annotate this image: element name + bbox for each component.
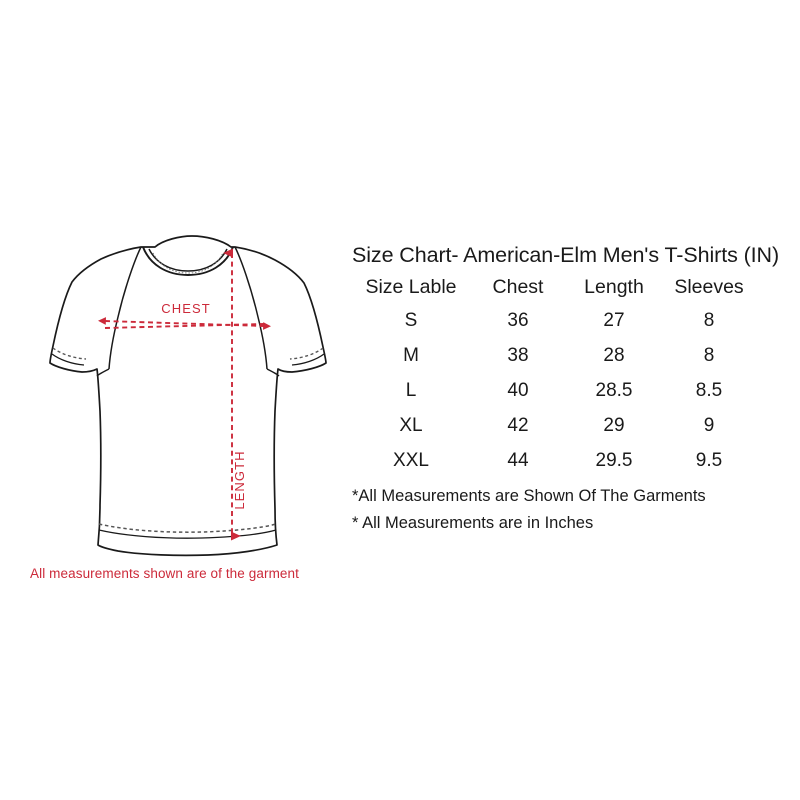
size-chart-table: Size Lable Chest Length Sleeves S 36 27 … <box>352 275 756 479</box>
cell-sleeves: 8 <box>703 310 715 332</box>
cell-length: 29 <box>603 415 625 437</box>
column-header-size-lable: Size Lable <box>365 275 457 298</box>
cell-size: XXL <box>393 450 429 472</box>
size-chart-notes: *All Measurements are Shown Of The Garme… <box>352 483 776 536</box>
left-sleeve-hem-stitch <box>52 347 87 360</box>
right-underarm-seam <box>266 368 280 377</box>
garment-measurement-caption: All measurements shown are of the garmen… <box>30 566 299 581</box>
cell-sleeves: 9 <box>703 415 715 437</box>
sleeve-hem-stitching <box>51 347 325 366</box>
cell-size: XL <box>399 415 423 437</box>
garment-body-path <box>49 235 327 557</box>
tshirt-diagram: CHEST LENGTH <box>30 225 350 575</box>
column-header-sleeves: Sleeves <box>674 275 744 298</box>
cell-chest: 44 <box>507 450 529 472</box>
tshirt-outline-svg: CHEST LENGTH <box>49 235 327 557</box>
length-measure-label: LENGTH <box>232 450 247 509</box>
cell-chest: 40 <box>507 380 529 402</box>
table-row: M 38 28 8 <box>352 339 756 374</box>
note-garments: *All Measurements are Shown Of The Garme… <box>352 486 706 505</box>
left-shoulder-seam <box>108 246 142 370</box>
cell-size: L <box>405 380 417 402</box>
cell-size: M <box>403 345 419 367</box>
size-chart-title: Size Chart- American-Elm Men's T-Shirts … <box>352 243 780 267</box>
size-chart-panel: Size Chart- American-Elm Men's T-Shirts … <box>352 243 780 536</box>
table-header-row: Size Lable Chest Length Sleeves <box>352 275 756 304</box>
cell-length: 29.5 <box>595 450 633 472</box>
bottom-hem-line <box>98 529 277 539</box>
cell-chest: 38 <box>507 345 529 367</box>
cell-sleeves: 8 <box>703 345 715 367</box>
cell-chest: 36 <box>507 310 529 332</box>
cell-length: 27 <box>603 310 625 332</box>
cell-sleeves: 9.5 <box>695 450 723 472</box>
column-header-length: Length <box>584 275 644 298</box>
table-row: XXL 44 29.5 9.5 <box>352 444 756 479</box>
cell-sleeves: 8.5 <box>695 380 723 402</box>
column-header-chest: Chest <box>492 275 544 298</box>
table-row: XL 42 29 9 <box>352 409 756 444</box>
cell-length: 28.5 <box>595 380 633 402</box>
table-row: S 36 27 8 <box>352 304 756 339</box>
garment-silhouette <box>49 235 327 557</box>
left-underarm-seam <box>96 368 110 377</box>
cell-chest: 42 <box>507 415 529 437</box>
right-sleeve-hem-stitch <box>289 347 324 360</box>
table-row: L 40 28.5 8.5 <box>352 374 756 409</box>
right-sleeve-hem-line <box>291 353 325 366</box>
cell-size: S <box>404 310 418 332</box>
bottom-hem <box>98 523 277 539</box>
note-inches: * All Measurements are in Inches <box>352 513 594 532</box>
cell-length: 28 <box>603 345 625 367</box>
left-sleeve-hem-line <box>51 353 85 366</box>
length-measure-group: LENGTH <box>223 248 247 541</box>
chest-measure-label: CHEST <box>161 301 211 316</box>
